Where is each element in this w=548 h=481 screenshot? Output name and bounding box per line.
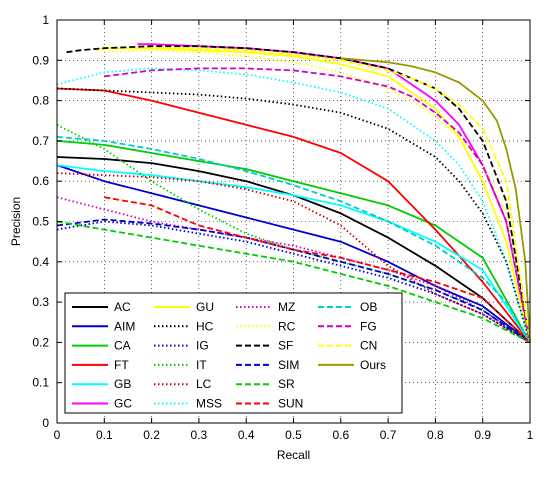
series-line-sim <box>56 218 531 344</box>
x-tick-label: 0.5 <box>285 428 302 442</box>
series-line-ft <box>56 87 531 343</box>
x-tick-label: 0.4 <box>238 428 255 442</box>
legend-label: SR <box>278 377 295 391</box>
legend-box <box>64 292 403 414</box>
legend-label: LC <box>196 377 212 391</box>
y-tick-label: 0 <box>42 416 49 430</box>
series-line-ours <box>340 57 531 343</box>
x-tick-label: 0.8 <box>427 428 444 442</box>
legend-label: GU <box>196 300 214 314</box>
series-line-ig <box>56 220 531 344</box>
legend-label: SIM <box>278 358 299 372</box>
legend-label: AC <box>114 300 131 314</box>
x-tick-label: 0.1 <box>96 428 113 442</box>
y-tick-label: 0.9 <box>32 53 49 67</box>
series-line-fg <box>104 67 531 343</box>
legend-label: CA <box>114 339 131 353</box>
series-layer <box>56 43 531 344</box>
y-tick-label: 0.4 <box>32 255 49 269</box>
y-tick-label: 0.3 <box>32 295 49 309</box>
series-line-ca <box>56 140 531 343</box>
legend-label: HC <box>196 319 214 333</box>
series-line-ob <box>56 136 531 343</box>
x-tick-label: 0.6 <box>332 428 349 442</box>
y-tick-label: 0.5 <box>32 215 49 229</box>
x-tick-label: 0 <box>54 428 61 442</box>
legend-label: RC <box>278 319 296 333</box>
x-tick-label: 0.3 <box>191 428 208 442</box>
series-line-mss <box>56 67 531 343</box>
legend-label: IG <box>196 339 209 353</box>
y-tick-label: 0.8 <box>32 94 49 108</box>
legend-label: AIM <box>114 319 135 333</box>
x-tick-label: 0.9 <box>474 428 491 442</box>
y-tick-label: 1 <box>42 13 49 27</box>
legend-label: CN <box>360 339 377 353</box>
x-tick-label: 0.2 <box>143 428 160 442</box>
legend: AC AIM CA FT GB GC GU HC IG IT LC MSS MZ RC SF SIM SR SUN… <box>64 292 403 414</box>
x-tick-label: 1 <box>527 428 534 442</box>
legend-label: FT <box>114 358 129 372</box>
legend-label: GB <box>114 377 131 391</box>
legend-label: SUN <box>278 397 303 411</box>
legend-label: MZ <box>278 300 295 314</box>
legend-label: MSS <box>196 397 222 411</box>
legend-label: Ours <box>360 358 386 372</box>
series-line-sun <box>104 196 531 344</box>
y-tick-label: 0.7 <box>32 134 49 148</box>
series-line-hc <box>56 87 531 343</box>
axis-ticks: 0 0.1 0.2 0.3 0.4 0.5 0.6 0.7 0.8 0.9 1 0 0.1 0.2 0.3 0… <box>32 13 533 442</box>
legend-label: IT <box>196 358 207 372</box>
y-tick-label: 0.6 <box>32 174 49 188</box>
series-line-rc <box>104 49 531 343</box>
series-line-cn <box>151 47 531 343</box>
legend-label: FG <box>360 319 377 333</box>
series-line-aim <box>56 164 531 344</box>
series-line-gb <box>56 164 531 343</box>
x-tick-label: 0.7 <box>380 428 397 442</box>
legend-label: SF <box>278 339 293 353</box>
series-line-mz <box>56 196 531 344</box>
legend-label: OB <box>360 300 377 314</box>
series-line-sf <box>66 45 531 343</box>
x-axis-label: Recall <box>277 448 310 462</box>
y-tick-label: 0.2 <box>32 335 49 349</box>
legend-label: GC <box>114 397 132 411</box>
y-axis-label: Precision <box>9 197 23 246</box>
y-tick-label: 0.1 <box>32 376 49 390</box>
series-line-sr <box>56 220 531 344</box>
